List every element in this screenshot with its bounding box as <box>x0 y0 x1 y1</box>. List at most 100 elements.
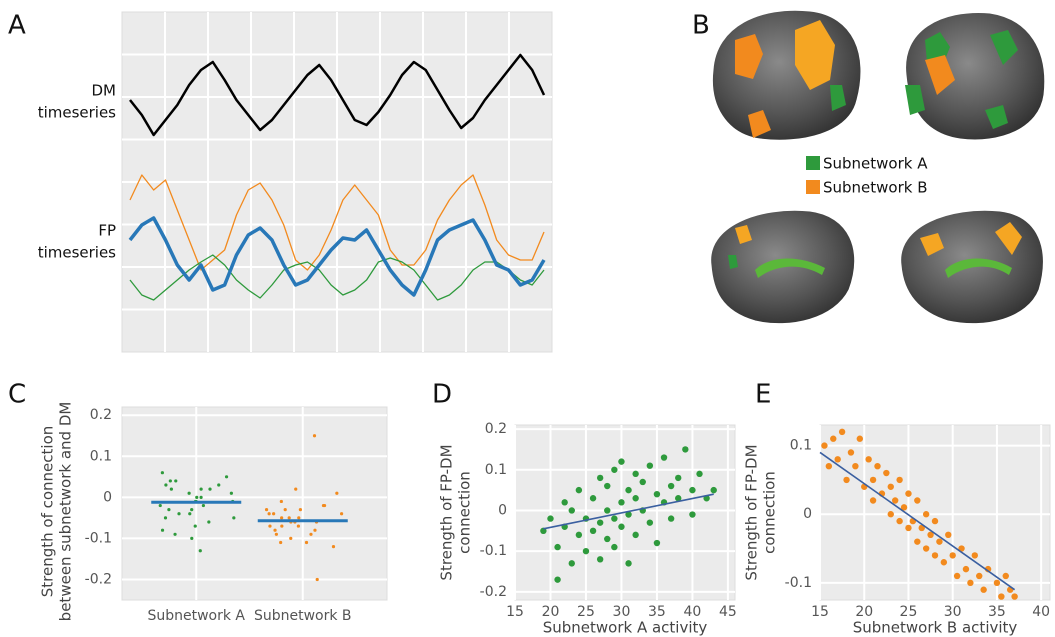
strip-point <box>280 524 283 527</box>
scatter-point <box>826 463 832 469</box>
strip-point <box>170 488 173 491</box>
y-tick-label: 0.2 <box>90 407 112 423</box>
strip-point <box>188 492 191 495</box>
scatter-point <box>682 446 688 452</box>
brain <box>711 9 862 141</box>
scatter-point <box>625 560 631 566</box>
x-tick-label: 15 <box>811 604 829 620</box>
y-tick-label: 0 <box>803 506 812 522</box>
y-axis-label: Strength of FP-DM <box>438 444 456 580</box>
x-tick-label: 40 <box>1032 604 1050 620</box>
strip-point <box>225 475 228 478</box>
scatter-point <box>994 580 1000 586</box>
scatter-point <box>839 429 845 435</box>
brain <box>900 209 1045 324</box>
y-tick-label: 0.1 <box>90 448 112 464</box>
strip-point <box>280 500 283 503</box>
strip-point <box>208 488 211 491</box>
strip-point <box>169 479 172 482</box>
strip-point <box>313 529 316 532</box>
y-axis-label: Strength of FP-DM <box>743 444 761 580</box>
scatter-point <box>945 532 951 538</box>
scatter-point <box>618 499 624 505</box>
scatter-point <box>668 483 674 489</box>
figure: A B C D E <box>0 0 1055 637</box>
row-label: timeseries <box>38 104 116 122</box>
scatter-point <box>905 525 911 531</box>
strip-point <box>265 508 268 511</box>
strip-point <box>202 504 205 507</box>
y-axis-label: between subnetwork and DM <box>57 402 75 622</box>
strip-point <box>173 533 176 536</box>
y-tick-label: 0 <box>103 489 112 505</box>
legend-swatch <box>806 156 820 170</box>
x-tick-label: Subnetwork B <box>254 608 352 624</box>
strip-point <box>161 471 164 474</box>
strip-point <box>161 529 164 532</box>
scatter-point <box>689 511 695 517</box>
scatter-point <box>892 497 898 503</box>
strip-point <box>305 541 308 544</box>
strip-point <box>299 508 302 511</box>
panel-label: D <box>432 380 452 410</box>
strip-point <box>297 516 300 519</box>
scatter-point <box>611 467 617 473</box>
scatter-point <box>576 532 582 538</box>
strip-point <box>273 529 276 532</box>
scatter-point <box>998 593 1004 599</box>
scatter-point <box>597 475 603 481</box>
strip-point <box>294 488 297 491</box>
strip-point <box>279 541 282 544</box>
scatter-point <box>857 436 863 442</box>
strip-point <box>280 516 283 519</box>
scatter-point <box>848 449 854 455</box>
y-tick-label: 0 <box>498 502 507 518</box>
panel-label: E <box>755 380 771 410</box>
scatter-point <box>932 552 938 558</box>
scatter-point <box>980 587 986 593</box>
scatter-point <box>883 470 889 476</box>
scatter-point <box>963 566 969 572</box>
scatter-point <box>923 511 929 517</box>
y-tick-label: 0.1 <box>790 438 812 454</box>
x-tick-label: 45 <box>719 604 737 620</box>
strip-point <box>207 520 210 523</box>
strip-point <box>340 512 343 515</box>
scatter-point <box>972 552 978 558</box>
legend-label: Subnetwork B <box>823 179 928 197</box>
scatter-point <box>896 477 902 483</box>
scatter-point <box>852 463 858 469</box>
scatter-point <box>611 515 617 521</box>
strip-point <box>316 578 319 581</box>
scatter-point <box>675 475 681 481</box>
y-tick-label: 0.1 <box>485 462 507 478</box>
x-tick-label: Subnetwork A <box>147 608 245 624</box>
strip-point <box>230 492 233 495</box>
y-tick-label: -0.2 <box>85 571 112 587</box>
scatter-point <box>611 544 617 550</box>
y-tick-label: -0.1 <box>85 530 112 546</box>
strip-point <box>199 549 202 552</box>
scatter-point <box>1003 573 1009 579</box>
row-label: FP <box>98 222 116 240</box>
strip-point <box>288 516 291 519</box>
strip-point <box>177 512 180 515</box>
y-axis-label: connection <box>456 471 474 554</box>
strip-point <box>199 496 202 499</box>
strip-point <box>217 483 220 486</box>
strip-point <box>275 533 278 536</box>
panel-label: C <box>8 380 26 410</box>
strip-point <box>195 496 198 499</box>
strip-point <box>289 537 292 540</box>
strip-point <box>272 512 275 515</box>
scatter-point <box>618 458 624 464</box>
scatter-point <box>834 456 840 462</box>
strip-point <box>322 504 325 507</box>
scatter-point <box>936 538 942 544</box>
scatter-point <box>569 560 575 566</box>
scatter-point <box>976 573 982 579</box>
scatter-point <box>597 556 603 562</box>
legend-swatch <box>806 180 820 194</box>
strip-point <box>164 483 167 486</box>
scatter-point <box>914 538 920 544</box>
